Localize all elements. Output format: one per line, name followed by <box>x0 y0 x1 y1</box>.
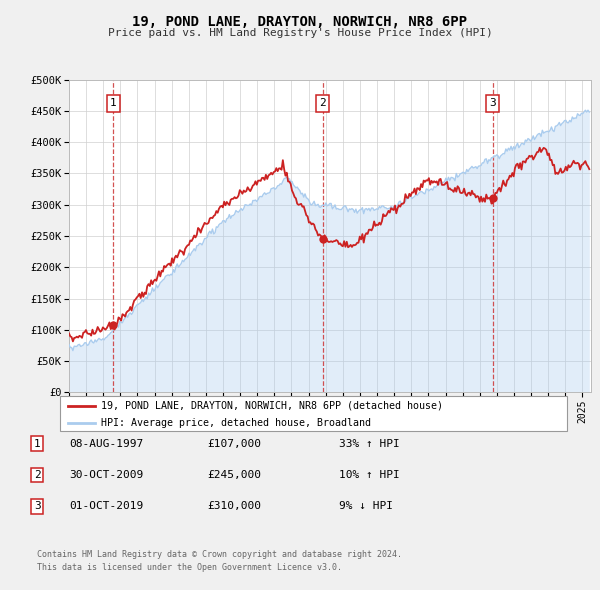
Text: Price paid vs. HM Land Registry's House Price Index (HPI): Price paid vs. HM Land Registry's House … <box>107 28 493 38</box>
Text: 08-AUG-1997: 08-AUG-1997 <box>69 439 143 448</box>
Text: 01-OCT-2019: 01-OCT-2019 <box>69 502 143 511</box>
FancyBboxPatch shape <box>60 396 567 431</box>
Text: This data is licensed under the Open Government Licence v3.0.: This data is licensed under the Open Gov… <box>37 563 342 572</box>
Text: 33% ↑ HPI: 33% ↑ HPI <box>339 439 400 448</box>
Text: £245,000: £245,000 <box>207 470 261 480</box>
Text: HPI: Average price, detached house, Broadland: HPI: Average price, detached house, Broa… <box>101 418 371 428</box>
Text: Contains HM Land Registry data © Crown copyright and database right 2024.: Contains HM Land Registry data © Crown c… <box>37 550 402 559</box>
Text: 1: 1 <box>34 439 41 448</box>
Text: 2: 2 <box>319 99 326 109</box>
Text: 19, POND LANE, DRAYTON, NORWICH, NR8 6PP: 19, POND LANE, DRAYTON, NORWICH, NR8 6PP <box>133 15 467 29</box>
Text: 10% ↑ HPI: 10% ↑ HPI <box>339 470 400 480</box>
Text: 9% ↓ HPI: 9% ↓ HPI <box>339 502 393 511</box>
Text: 3: 3 <box>34 502 41 511</box>
Text: £310,000: £310,000 <box>207 502 261 511</box>
Text: 3: 3 <box>489 99 496 109</box>
Text: 2: 2 <box>34 470 41 480</box>
Text: 30-OCT-2009: 30-OCT-2009 <box>69 470 143 480</box>
Text: £107,000: £107,000 <box>207 439 261 448</box>
Text: 19, POND LANE, DRAYTON, NORWICH, NR8 6PP (detached house): 19, POND LANE, DRAYTON, NORWICH, NR8 6PP… <box>101 401 443 411</box>
Text: 1: 1 <box>110 99 117 109</box>
